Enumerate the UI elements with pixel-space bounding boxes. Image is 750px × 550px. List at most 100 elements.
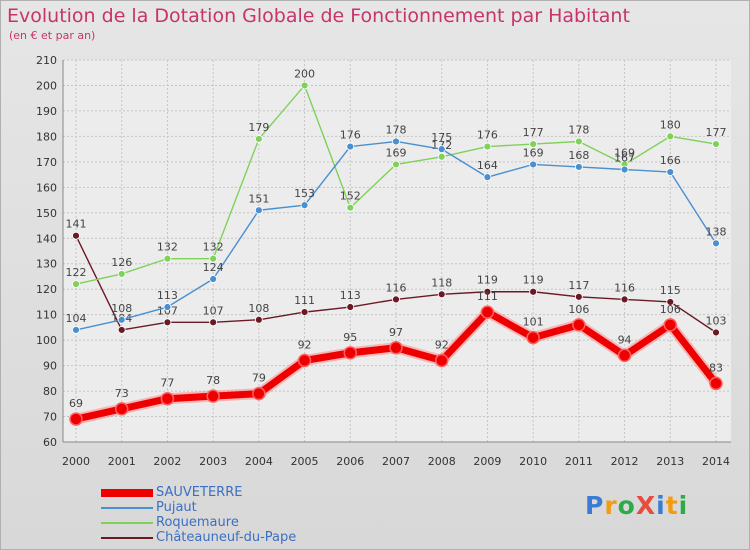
data-point <box>117 326 126 334</box>
data-label: 97 <box>389 326 403 339</box>
data-label: 115 <box>660 284 681 297</box>
data-point <box>252 386 266 401</box>
x-tick-label: 2009 <box>473 455 501 468</box>
data-label: 178 <box>386 123 407 136</box>
data-point <box>300 81 309 90</box>
x-tick-label: 2011 <box>565 455 593 468</box>
data-point <box>300 201 309 210</box>
data-point <box>526 330 540 345</box>
data-label: 73 <box>115 387 129 400</box>
data-label: 138 <box>706 225 727 238</box>
y-tick-label: 130 <box>36 258 57 271</box>
data-label: 175 <box>431 131 452 144</box>
data-point <box>163 318 172 327</box>
data-label: 106 <box>568 303 589 316</box>
data-label: 168 <box>568 149 589 162</box>
data-point <box>666 168 675 176</box>
data-point <box>346 203 355 212</box>
data-point <box>666 132 675 141</box>
data-label: 176 <box>477 129 498 142</box>
data-point <box>483 287 492 296</box>
data-point <box>480 305 495 319</box>
data-point <box>209 275 218 283</box>
y-tick-label: 70 <box>43 411 57 424</box>
data-point <box>209 318 218 327</box>
data-point <box>389 341 403 355</box>
data-label: 107 <box>203 304 224 317</box>
data-point <box>163 254 172 263</box>
y-tick-label: 180 <box>36 130 57 143</box>
data-point <box>529 160 538 169</box>
data-label: 118 <box>431 276 452 289</box>
data-label: 200 <box>294 67 315 80</box>
data-point <box>712 328 720 337</box>
x-tick-label: 2014 <box>702 455 730 468</box>
data-point <box>346 303 355 311</box>
data-label: 167 <box>614 152 635 165</box>
data-point <box>574 163 583 171</box>
data-label: 113 <box>340 289 361 302</box>
legend-label: Roquemaure <box>156 515 239 530</box>
data-point <box>437 290 446 299</box>
data-point <box>69 412 83 426</box>
y-tick-label: 140 <box>36 232 57 245</box>
data-label: 116 <box>386 281 407 294</box>
data-point <box>297 353 312 368</box>
data-point <box>434 353 449 368</box>
data-point <box>163 303 172 311</box>
data-label: 166 <box>660 154 681 167</box>
data-label: 164 <box>477 159 498 172</box>
data-point <box>160 391 175 406</box>
x-tick-label: 2006 <box>336 455 364 468</box>
data-point <box>712 140 720 148</box>
data-point <box>620 165 629 174</box>
series-roquemaure: 1221261321321792001521691721761771781691… <box>66 67 727 289</box>
data-label: 92 <box>435 339 449 352</box>
logo-letter: i <box>656 491 666 520</box>
y-tick-label: 210 <box>36 54 57 67</box>
data-point <box>392 295 400 304</box>
data-label: 141 <box>66 218 87 231</box>
x-tick-label: 2004 <box>245 455 273 468</box>
data-point <box>254 206 263 215</box>
data-label: 77 <box>160 377 174 390</box>
data-point <box>437 152 446 161</box>
data-point <box>254 315 263 324</box>
data-label: 152 <box>340 190 361 203</box>
data-point <box>392 160 400 169</box>
data-point <box>346 142 355 151</box>
x-tick-label: 2001 <box>108 455 136 468</box>
data-point <box>663 318 678 332</box>
data-label: 132 <box>203 241 224 254</box>
data-label: 169 <box>386 146 407 159</box>
data-point <box>72 280 80 289</box>
data-label: 69 <box>69 397 83 410</box>
data-label: 78 <box>206 374 220 387</box>
data-label: 177 <box>523 126 544 139</box>
data-point <box>712 239 720 248</box>
data-point <box>617 348 632 363</box>
data-point <box>206 389 220 403</box>
logo-letter: i <box>678 491 689 520</box>
x-tick-label: 2003 <box>199 455 227 468</box>
y-tick-label: 80 <box>43 385 57 398</box>
x-tick-label: 2005 <box>291 455 319 468</box>
logo-letter: P <box>585 491 605 520</box>
x-tick-label: 2007 <box>382 455 410 468</box>
data-label: 101 <box>523 316 544 329</box>
logo-letter: X <box>635 491 657 520</box>
x-tick-label: 2008 <box>428 455 456 468</box>
data-point <box>437 145 446 154</box>
data-label: 124 <box>203 261 224 274</box>
data-label: 111 <box>294 294 315 307</box>
logo-letter: o <box>617 491 636 520</box>
y-tick-label: 60 <box>43 436 57 449</box>
data-point <box>483 142 492 151</box>
data-point <box>572 318 586 332</box>
y-tick-label: 160 <box>36 181 57 194</box>
legend-label: SAUVETERRE <box>156 485 243 500</box>
data-label: 119 <box>523 274 544 287</box>
data-label: 179 <box>248 121 269 134</box>
